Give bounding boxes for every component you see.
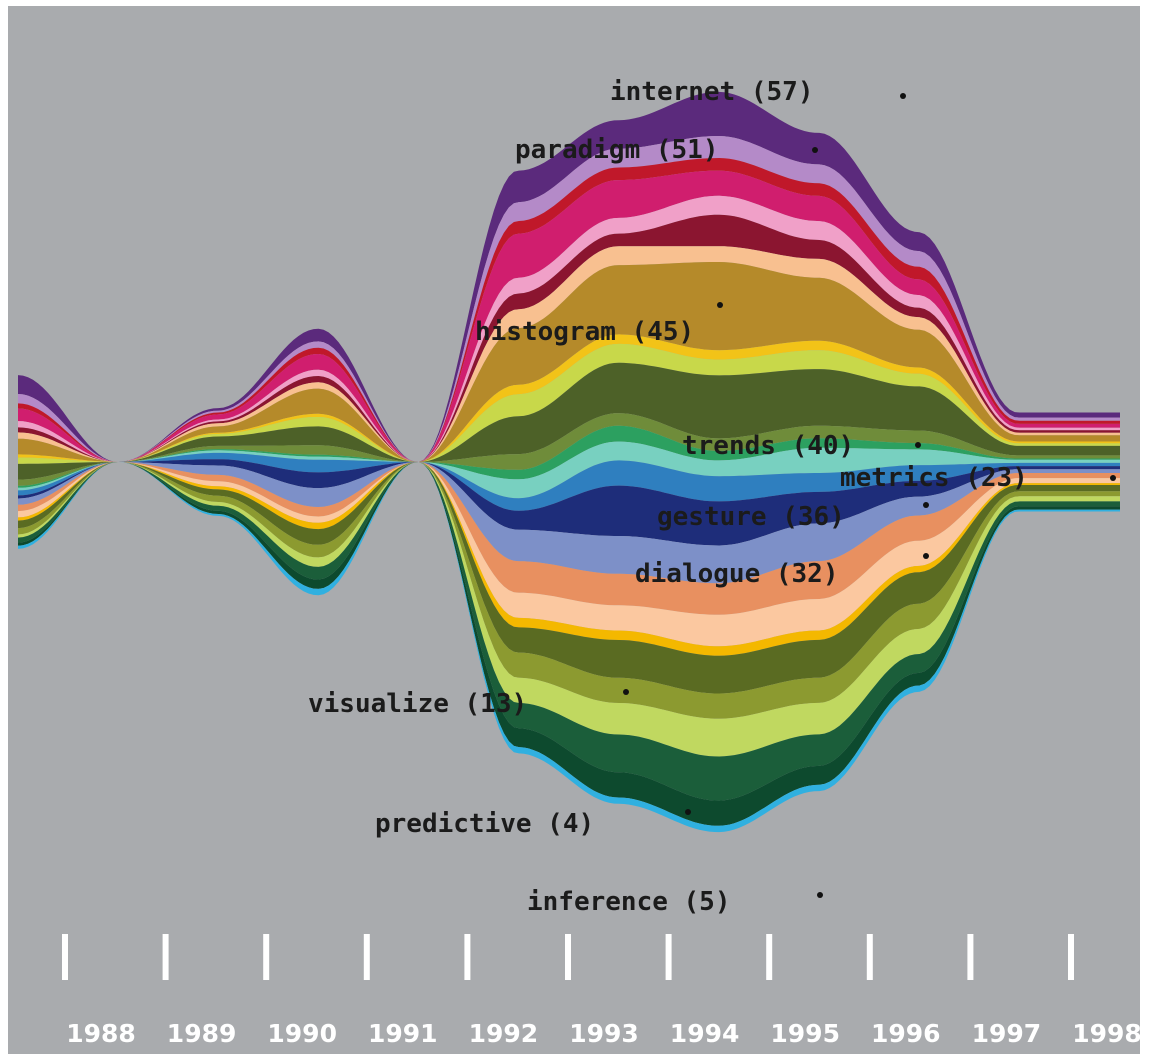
year-tick-1996 — [866, 934, 873, 980]
term-label-visualize: visualize (13) — [308, 689, 527, 719]
stream-layer — [18, 459, 1120, 546]
year-tick-1998 — [1068, 934, 1074, 980]
term-label-trends: trends (40) — [682, 431, 854, 461]
stream-layer — [18, 214, 1120, 462]
stream-layer — [18, 262, 1120, 462]
x-axis-ticks — [62, 934, 1074, 980]
term-dot-visualize — [623, 689, 629, 695]
year-tick-1997 — [967, 934, 974, 980]
year-label-1996: 1996 — [871, 1019, 941, 1048]
annotation-labels: internet (57) paradigm (51) histogram (45)… — [308, 77, 1028, 917]
term-label-paradigm: paradigm (51) — [515, 135, 719, 165]
stream-layer — [18, 91, 1120, 463]
term-dot-trends — [915, 442, 921, 448]
stream-layer — [18, 413, 1120, 486]
year-tick-1995 — [766, 934, 773, 980]
year-tick-1994 — [665, 934, 672, 980]
stream-layer — [18, 462, 1120, 719]
year-tick-1990 — [263, 934, 270, 980]
year-label-1993: 1993 — [569, 1019, 639, 1048]
annotation-dots — [623, 93, 1116, 898]
stream-layer — [18, 362, 1120, 480]
year-label-1995: 1995 — [770, 1019, 840, 1048]
term-label-internet: internet (57) — [610, 77, 814, 107]
year-label-1994: 1994 — [670, 1019, 740, 1048]
stream-layer — [18, 462, 1120, 757]
year-tick-1993 — [565, 934, 571, 980]
year-tick-1988 — [62, 934, 68, 980]
stream-layer — [18, 462, 1120, 801]
year-label-1988: 1988 — [66, 1019, 136, 1048]
year-label-1992: 1992 — [469, 1019, 539, 1048]
stream-layers — [18, 91, 1120, 833]
stream-layer — [18, 441, 1120, 499]
stream-layer — [18, 462, 1120, 584]
year-tick-1991 — [363, 934, 370, 980]
stream-layer — [18, 170, 1120, 462]
term-label-gesture: gesture (36) — [657, 502, 845, 532]
year-label-1997: 1997 — [972, 1019, 1042, 1048]
stream-layer — [18, 452, 1120, 511]
year-tick-1989 — [162, 934, 169, 980]
term-dot-metrics — [1110, 475, 1116, 481]
stream-layer — [18, 462, 1120, 615]
stream-layer — [18, 195, 1120, 463]
stream-layer — [18, 334, 1120, 462]
term-label-predictive: predictive (4) — [375, 809, 594, 839]
year-label-1989: 1989 — [167, 1019, 237, 1048]
stream-layer — [18, 462, 1120, 647]
year-tick-1992 — [464, 934, 471, 980]
term-dot-paradigm — [812, 147, 818, 153]
term-dot-gesture — [923, 502, 929, 508]
term-dot-inference — [817, 892, 823, 898]
year-label-1998: 1998 — [1072, 1019, 1142, 1048]
term-label-inference: inference (5) — [527, 887, 731, 917]
term-label-dialogue: dialogue (32) — [635, 559, 839, 589]
term-dot-histogram — [717, 302, 723, 308]
stream-layer — [18, 246, 1120, 462]
stream-layer — [18, 425, 1120, 488]
stream-layer — [18, 462, 1120, 694]
term-dot-predictive — [685, 809, 691, 815]
x-axis-labels: 1988 1989 1990 1991 1992 1993 1994 1995 1996 1997… — [66, 1019, 1142, 1048]
year-label-1991: 1991 — [368, 1019, 438, 1048]
stream-layer — [18, 462, 1120, 826]
term-dot-dialogue — [923, 553, 929, 559]
term-label-histogram: histogram (45) — [475, 317, 694, 347]
term-dot-internet — [900, 93, 906, 99]
term-label-metrics: metrics (23) — [840, 463, 1028, 493]
year-label-1990: 1990 — [267, 1019, 337, 1048]
